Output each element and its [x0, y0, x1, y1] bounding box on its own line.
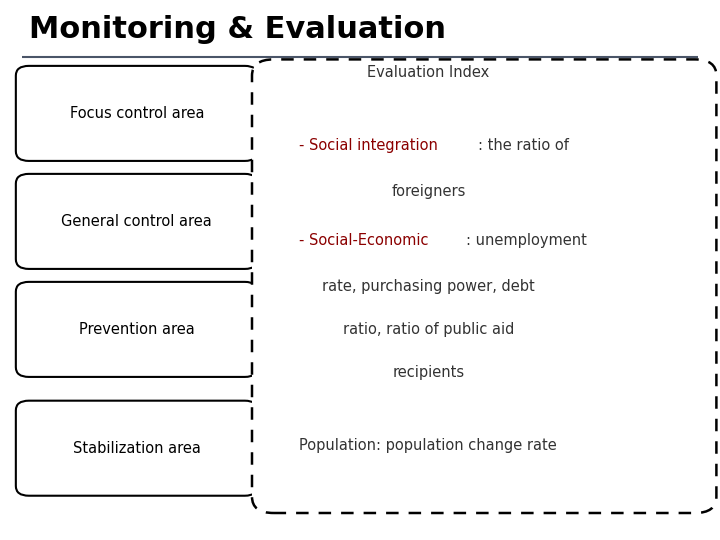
Text: : unemployment: : unemployment	[466, 233, 587, 248]
Text: ratio, ratio of public aid: ratio, ratio of public aid	[343, 322, 514, 337]
Text: General control area: General control area	[61, 214, 212, 229]
Text: - Social integration: - Social integration	[299, 138, 438, 153]
Text: : the ratio of: : the ratio of	[478, 138, 569, 153]
Text: Evaluation Index: Evaluation Index	[367, 65, 490, 80]
FancyBboxPatch shape	[16, 401, 258, 496]
Text: Prevention area: Prevention area	[79, 322, 194, 337]
FancyBboxPatch shape	[252, 59, 716, 513]
Text: foreigners: foreigners	[391, 184, 466, 199]
Text: Population: population change rate: Population: population change rate	[299, 438, 557, 453]
FancyBboxPatch shape	[16, 282, 258, 377]
Text: Focus control area: Focus control area	[70, 106, 204, 121]
Text: - Social-Economic: - Social-Economic	[299, 233, 428, 248]
FancyBboxPatch shape	[16, 66, 258, 161]
Text: Monitoring & Evaluation: Monitoring & Evaluation	[29, 15, 446, 44]
Text: recipients: recipients	[392, 365, 464, 380]
Text: rate, purchasing power, debt: rate, purchasing power, debt	[322, 279, 535, 294]
FancyBboxPatch shape	[16, 174, 258, 269]
Text: Stabilization area: Stabilization area	[73, 441, 201, 456]
